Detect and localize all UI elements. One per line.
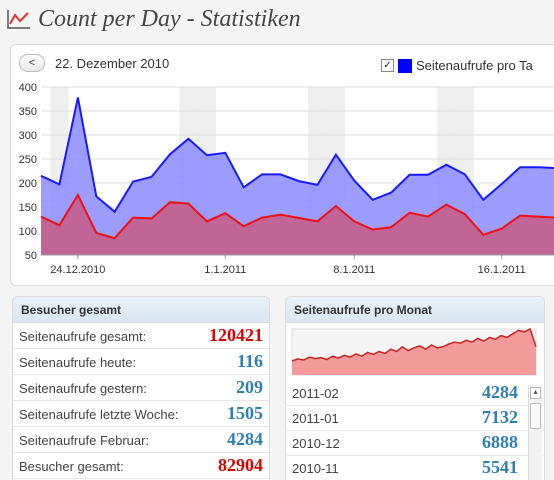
stat-row: Seitenaufrufe heute: 116 — [13, 349, 269, 375]
stat-label: Seitenaufrufe gesamt: — [19, 329, 147, 344]
page-title: Count per Day - Statistiken — [38, 6, 301, 32]
stat-row: Seitenaufrufe gestern: 209 — [13, 375, 269, 401]
scroll-up-arrow-icon[interactable]: ▲ — [530, 387, 541, 399]
stat-label: Seitenaufrufe Februar: — [19, 433, 150, 448]
stat-value: 82904 — [218, 455, 263, 475]
y-tick-label: 300 — [19, 130, 37, 142]
stat-label: Seitenaufrufe gestern: — [19, 381, 147, 396]
chart-legend: ✓ Seitenaufrufe pro Ta — [381, 57, 533, 73]
y-tick-label: 200 — [19, 178, 37, 190]
legend-series-label: Seitenaufrufe pro Ta — [416, 58, 533, 74]
month-row: 2010-12 6888 — [286, 431, 544, 456]
month-label: 2010-11 — [292, 461, 339, 476]
pageviews-per-month-panel: Seitenaufrufe pro Monat 2011-02 4284 2011-… — [285, 296, 545, 480]
stat-value: 116 — [236, 351, 263, 371]
series-line — [40, 97, 554, 214]
monthly-sparkline — [291, 327, 537, 376]
y-tick-label: 50 — [25, 250, 37, 262]
month-value: 6888 — [482, 432, 518, 452]
monthly-list-scrollbar[interactable]: ▲ — [528, 385, 542, 480]
previous-period-button[interactable]: < — [19, 54, 45, 72]
x-tick-label: 16.1.2011 — [478, 264, 526, 276]
stat-row: Seitenaufrufe Februar: 4284 — [13, 427, 269, 453]
stats-chart-icon — [7, 10, 30, 29]
stat-row: Seitenaufrufe letzte Woche: 1505 — [13, 401, 269, 427]
month-label: 2011-01 — [292, 411, 339, 426]
title-bar: Count per Day - Statistiken — [0, 0, 554, 42]
stat-row: Besucher gesamt: 82904 — [13, 453, 269, 479]
y-tick-label: 150 — [19, 202, 37, 214]
month-row: 2011-02 4284 — [286, 381, 544, 406]
stat-label: Seitenaufrufe letzte Woche: — [19, 407, 179, 422]
month-label: 2010-12 — [292, 436, 340, 451]
month-row: 2011-01 7132 — [286, 406, 544, 431]
series-line — [40, 192, 554, 240]
sparkline-line — [291, 327, 537, 362]
series-area — [41, 195, 554, 255]
legend-color-swatch — [398, 58, 412, 73]
visitors-total-heading: Besucher gesamt — [13, 297, 269, 323]
stat-label: Besucher gesamt: — [19, 459, 124, 474]
month-value: 5541 — [482, 457, 518, 477]
chart-date-label: 22. Dezember 2010 — [55, 56, 170, 71]
stat-row: Seitenaufrufe gesamt: 120421 — [13, 323, 269, 349]
daily-pageviews-chart: 400 350 300 250 200 150 100 50 24.12.2010 1.1.201… — [19, 82, 554, 276]
y-tick-label: 250 — [19, 154, 37, 166]
stat-value: 1505 — [227, 403, 263, 423]
y-tick-label: 350 — [19, 106, 37, 118]
visitors-total-panel: Besucher gesamt Seitenaufrufe gesamt: 120… — [12, 296, 270, 480]
stat-value: 209 — [236, 377, 263, 397]
stat-label: Seitenaufrufe heute: — [19, 355, 137, 370]
month-row: 2010-11 5541 — [286, 456, 544, 480]
x-tick-label: 1.1.2011 — [204, 264, 246, 276]
stat-value: 120421 — [209, 325, 263, 345]
y-tick-label: 400 — [19, 82, 37, 94]
legend-series-checkbox[interactable]: ✓ — [381, 59, 394, 73]
x-tick-label: 24.12.2010 — [50, 264, 105, 276]
stat-value: 4284 — [227, 429, 263, 449]
y-tick-label: 100 — [19, 226, 37, 238]
monthly-list: 2011-02 4284 2011-01 7132 2010-12 6888 2010-11… — [286, 381, 544, 480]
month-value: 4284 — [482, 382, 518, 402]
scrollbar-thumb[interactable] — [530, 403, 541, 429]
pageviews-per-month-heading: Seitenaufrufe pro Monat — [286, 297, 544, 323]
x-tick-label: 8.1.2011 — [333, 264, 375, 276]
month-value: 7132 — [482, 407, 518, 427]
month-label: 2011-02 — [292, 386, 339, 401]
stats-list: Seitenaufrufe gesamt: 120421 Seitenaufrufe… — [13, 323, 269, 479]
daily-chart-panel: < 22. Dezember 2010 ✓ Seitenaufrufe pro T… — [10, 44, 554, 286]
